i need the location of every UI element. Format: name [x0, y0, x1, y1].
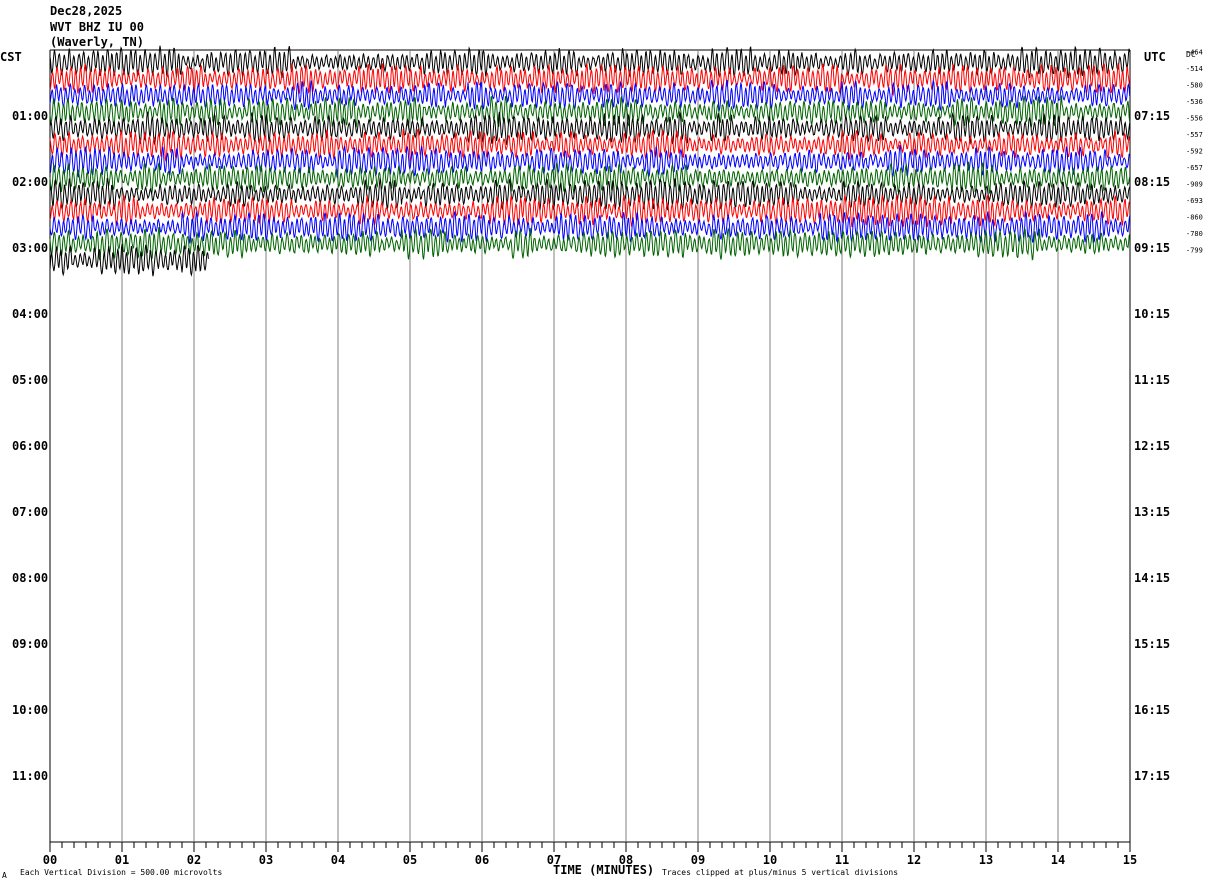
x-axis-ticks: 00 01 02 03 04 05 06 07 08 09 10 11 12 13 14 15: [43, 842, 1137, 867]
utc-label: UTC: [1144, 50, 1166, 64]
trace-line: [49, 78, 1131, 112]
cst-hour-label: 08:00: [12, 571, 48, 585]
dc-offset-value: -860: [1186, 213, 1203, 221]
x-tick-label: 01: [115, 853, 129, 867]
dc-offset-value: -799: [1186, 246, 1203, 254]
x-tick-label: 02: [187, 853, 201, 867]
cst-hour-label: 09:00: [12, 637, 48, 651]
utc-hour-label: 13:15: [1134, 505, 1170, 519]
utc-hour-label: 12:15: [1134, 439, 1170, 453]
trace-line: [49, 62, 1131, 97]
x-tick-label: 14: [1051, 853, 1065, 867]
x-tick-label: 07: [547, 853, 561, 867]
utc-hour-label: 09:15: [1134, 241, 1170, 255]
dc-offset-value: -592: [1186, 147, 1203, 155]
clip-note: Traces clipped at plus/minus 5 vertical …: [662, 868, 898, 877]
cst-hour-label: 02:00: [12, 175, 48, 189]
dc-offset-value: -557: [1186, 131, 1203, 139]
x-tick-label: 10: [763, 853, 777, 867]
utc-hour-label: 08:15: [1134, 175, 1170, 189]
cst-label: CST: [0, 50, 22, 64]
cst-hour-label: 07:00: [12, 505, 48, 519]
cst-hour-label: 11:00: [12, 769, 48, 783]
dc-label: DC: [1186, 50, 1196, 59]
cst-hour-label: 04:00: [12, 307, 48, 321]
utc-hour-label: 17:15: [1134, 769, 1170, 783]
dc-offset-value: -556: [1186, 114, 1203, 122]
trace-line: [49, 209, 1131, 244]
cst-hour-label: 06:00: [12, 439, 48, 453]
dc-offset-value: -580: [1186, 81, 1203, 89]
trace-line: [49, 227, 1131, 261]
dc-offset-value: -693: [1186, 197, 1203, 205]
x-tick-label: 03: [259, 853, 273, 867]
x-tick-label: 15: [1123, 853, 1137, 867]
cst-hour-label: 01:00: [12, 109, 48, 123]
x-tick-label: 05: [403, 853, 417, 867]
x-tick-label: 04: [331, 853, 345, 867]
utc-hour-label: 10:15: [1134, 307, 1170, 321]
x-tick-label: 12: [907, 853, 921, 867]
utc-hour-label: 16:15: [1134, 703, 1170, 717]
x-tick-label: 13: [979, 853, 993, 867]
seismic-traces: [49, 45, 1131, 277]
trace-line: [49, 144, 1130, 179]
trace-line: [49, 161, 1131, 196]
utc-hour-label: 07:15: [1134, 109, 1170, 123]
dc-offset-labels: -464 -514 -580 -536 -556 -557 -592 -657 -909 -693…: [1186, 48, 1203, 254]
utc-hour-label: 14:15: [1134, 571, 1170, 585]
x-tick-label: 11: [835, 853, 849, 867]
trace-line: [49, 110, 1131, 146]
dc-offset-value: -464: [1186, 48, 1203, 56]
trace-line: [49, 193, 1130, 228]
x-tick-label: 00: [43, 853, 57, 867]
scale-note: Each Vertical Division = 500.00 microvol…: [20, 868, 222, 877]
dc-offset-value: -909: [1186, 180, 1203, 188]
x-tick-label: 09: [691, 853, 705, 867]
header-date: Dec28,2025: [50, 4, 122, 18]
x-tick-label: 06: [475, 853, 489, 867]
dc-offset-value: -536: [1186, 98, 1203, 106]
x-tick-label: 08: [619, 853, 633, 867]
trace-line: [49, 243, 209, 277]
dc-offset-value: -657: [1186, 164, 1203, 172]
header-station: WVT BHZ IU 00: [50, 20, 144, 34]
dc-offset-value: -780: [1186, 230, 1203, 238]
dc-offset-value: -514: [1186, 65, 1203, 73]
utc-hour-label: 15:15: [1134, 637, 1170, 651]
utc-hour-label: 11:15: [1134, 373, 1170, 387]
trace-line: [49, 45, 1131, 79]
trace-line: [49, 128, 1131, 162]
x-axis-title: TIME (MINUTES): [553, 863, 654, 877]
hour-labels: 01:00 02:00 03:00 04:00 05:00 06:00 07:00 08:00…: [12, 109, 1170, 783]
cst-hour-label: 03:00: [12, 241, 48, 255]
cst-hour-label: 10:00: [12, 703, 48, 717]
corner-mark: A: [2, 871, 7, 880]
header-location: (Waverly, TN): [50, 35, 144, 49]
cst-hour-label: 05:00: [12, 373, 48, 387]
